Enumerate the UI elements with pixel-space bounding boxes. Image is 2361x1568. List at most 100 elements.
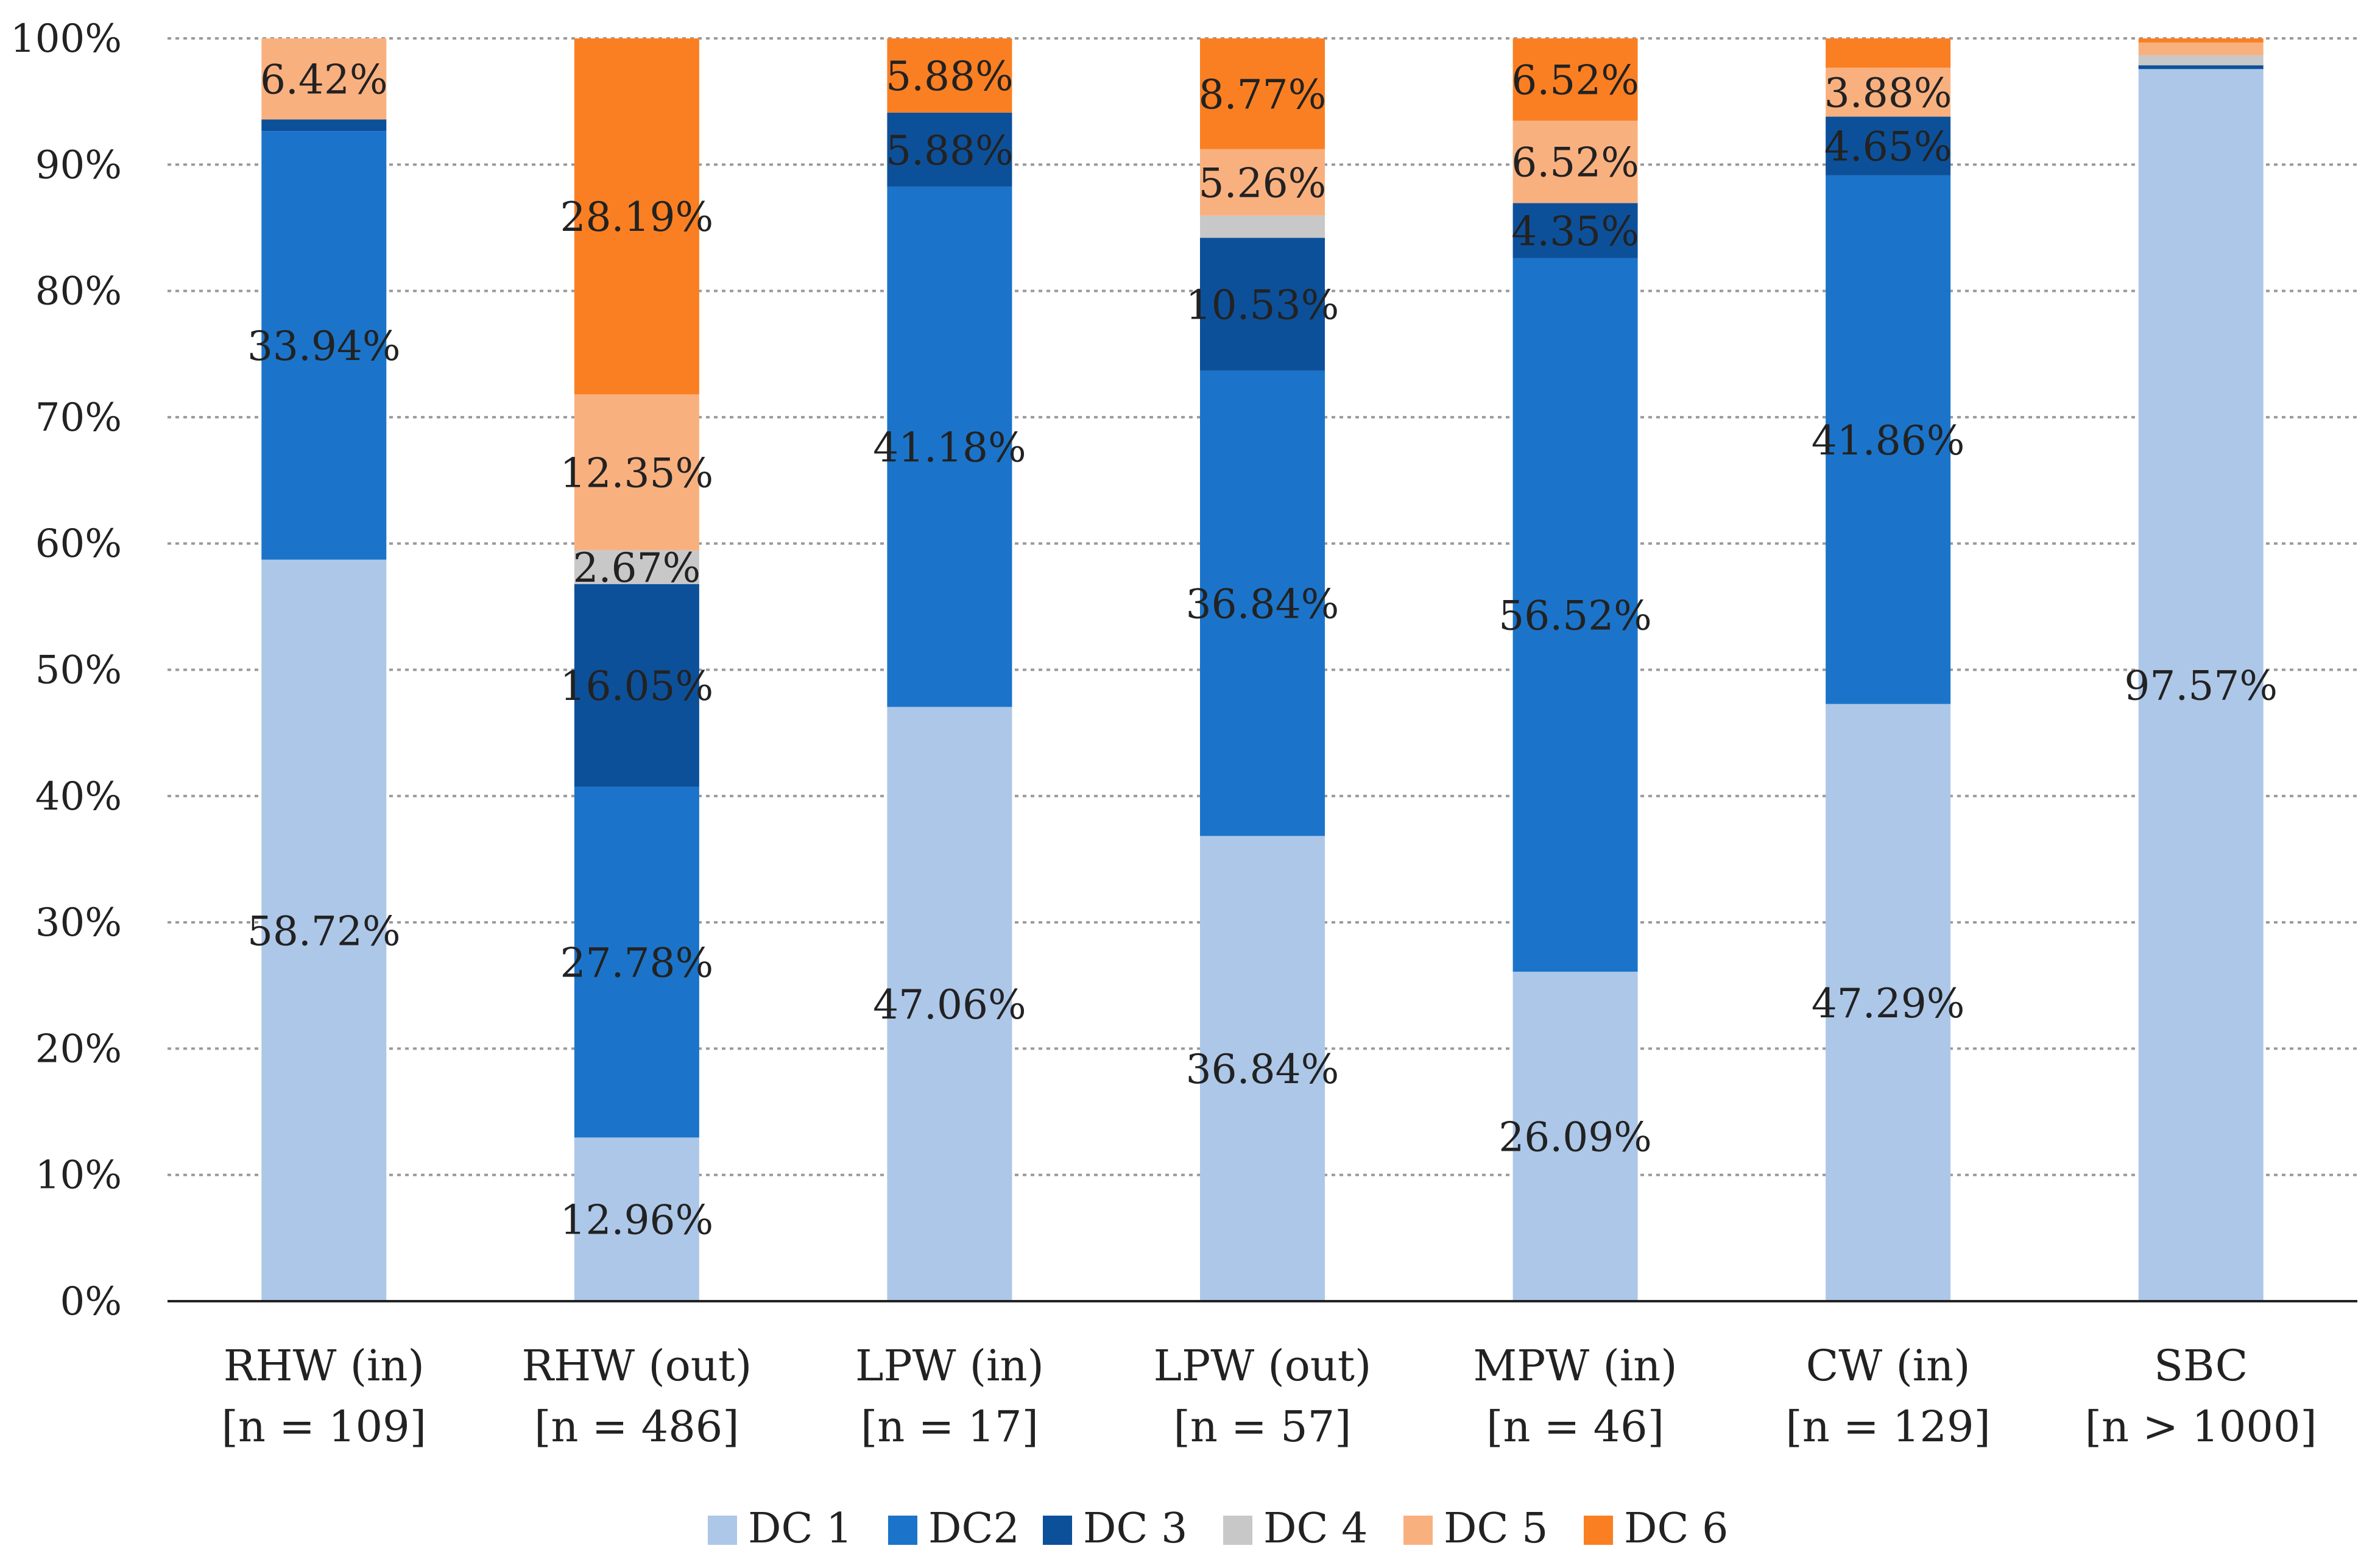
bar-segment <box>1200 38 1325 149</box>
bar-segment <box>1200 149 1325 216</box>
bar-segment <box>1826 704 1951 1301</box>
bar-segment <box>261 38 387 120</box>
data-label: 47.29% <box>1812 980 1965 1027</box>
bar-segment <box>1200 370 1325 836</box>
x-tick-label: [n = 486] <box>534 1402 739 1452</box>
data-label: 5.26% <box>1199 160 1327 207</box>
data-label: 97.57% <box>2124 663 2278 710</box>
bar-segment <box>887 707 1012 1301</box>
data-label: 8.77% <box>1199 71 1327 118</box>
bar-segment <box>1512 258 1638 972</box>
y-tick-label: 100% <box>10 16 122 62</box>
legend-label: DC 5 <box>1444 1505 1548 1553</box>
bar-segment <box>574 584 699 787</box>
legend-swatch <box>1223 1516 1252 1545</box>
bar-segment <box>574 38 699 395</box>
y-tick-label: 40% <box>35 774 122 819</box>
data-labels-layer: 58.72% 33.94% 6.42% 12.96% 27.78% 16.05% 2.67%… <box>247 53 2278 1244</box>
data-label: 6.52% <box>1511 139 1639 186</box>
data-label: 26.09% <box>1498 1114 1652 1161</box>
y-tick-label: 50% <box>35 648 122 693</box>
data-label: 47.06% <box>873 981 1026 1028</box>
data-label: 5.88% <box>886 53 1014 100</box>
data-label: 16.05% <box>560 663 714 710</box>
bar-segment <box>1512 38 1638 121</box>
bar-segment <box>1512 203 1638 258</box>
bar-segment <box>2138 42 2264 55</box>
data-label: 2.67% <box>573 545 701 592</box>
x-tick-label: SBC <box>2154 1341 2248 1391</box>
data-label: 12.96% <box>560 1197 714 1244</box>
legend-swatch <box>1043 1516 1072 1545</box>
legend-swatch <box>1584 1516 1613 1545</box>
data-label: 41.18% <box>873 425 1026 471</box>
legend-label: DC 4 <box>1263 1505 1368 1553</box>
bar-segment <box>1200 238 1325 371</box>
data-label: 4.65% <box>1824 124 1952 171</box>
data-label: 41.86% <box>1812 417 1965 464</box>
bar-segment <box>1512 121 1638 203</box>
legend-swatch <box>708 1516 737 1545</box>
x-tick-label: LPW (out) <box>1154 1341 1372 1391</box>
y-tick-label: 90% <box>35 143 122 188</box>
x-tick-label: [n = 17] <box>861 1402 1039 1452</box>
bar-segment <box>2138 65 2264 69</box>
y-tick-label: 10% <box>35 1153 122 1198</box>
x-tick-label: [n = 46] <box>1486 1402 1664 1452</box>
legend-label: DC 6 <box>1624 1505 1728 1553</box>
data-label: 28.19% <box>560 194 714 241</box>
legend-swatch <box>1403 1516 1433 1545</box>
bar-segment <box>574 550 699 584</box>
bar-segment <box>1826 38 1951 68</box>
x-tick-label: [n = 109] <box>222 1402 426 1452</box>
bar-segment <box>1826 116 1951 175</box>
bar-segment <box>574 394 699 551</box>
y-tick-label: 0% <box>60 1279 122 1324</box>
data-label: 27.78% <box>560 939 714 986</box>
data-label: 6.42% <box>260 57 388 104</box>
x-tick-label: RHW (in) <box>224 1341 425 1391</box>
bar-segment <box>1826 175 1951 704</box>
data-label: 5.88% <box>886 127 1014 174</box>
y-tick-label: 70% <box>35 395 122 440</box>
x-tick-label: LPW (in) <box>855 1341 1044 1391</box>
legend-label: DC 3 <box>1083 1505 1187 1553</box>
bar-segment <box>261 119 387 132</box>
data-label: 36.84% <box>1186 1046 1339 1093</box>
x-tick-label: [n > 1000] <box>2085 1402 2317 1452</box>
data-label: 33.94% <box>247 323 401 370</box>
bar-segment <box>1826 68 1951 117</box>
data-label: 36.84% <box>1186 581 1339 627</box>
y-tick-label: 20% <box>35 1026 122 1072</box>
bar-segment <box>261 131 387 560</box>
y-tick-label: 60% <box>35 521 122 567</box>
legend-label: DC2 <box>928 1505 1020 1553</box>
bar-segment <box>887 38 1012 113</box>
legend-label: DC 1 <box>748 1505 852 1553</box>
bar-segment <box>1200 215 1325 238</box>
bar-segment <box>2138 38 2264 43</box>
y-tick-label: 80% <box>35 269 122 314</box>
data-label: 10.53% <box>1186 281 1339 328</box>
data-label: 6.52% <box>1511 57 1639 104</box>
bar-segment <box>574 1137 699 1301</box>
x-tick-label: RHW (out) <box>521 1341 752 1391</box>
data-label: 58.72% <box>247 908 401 955</box>
bar-segment <box>574 786 699 1138</box>
bars-layer <box>261 38 2264 1301</box>
bar-segment <box>1512 972 1638 1301</box>
x-tick-label: [n = 129] <box>1785 1402 1990 1452</box>
bar-segment <box>2138 69 2264 1301</box>
bar-segment <box>2138 55 2264 66</box>
axis-layer: 0% 10% 20% 30% 40% 50% 60% 70% 80% 90% 100% RHW (in… <box>10 16 2357 1452</box>
data-label: 56.52% <box>1498 592 1652 639</box>
bar-segment <box>887 112 1012 187</box>
bar-segment <box>887 186 1012 707</box>
data-label: 3.88% <box>1824 69 1952 116</box>
data-label: 12.35% <box>560 450 714 496</box>
bar-segment <box>261 559 387 1301</box>
x-tick-label: CW (in) <box>1806 1341 1971 1391</box>
legend-swatch <box>888 1516 917 1545</box>
